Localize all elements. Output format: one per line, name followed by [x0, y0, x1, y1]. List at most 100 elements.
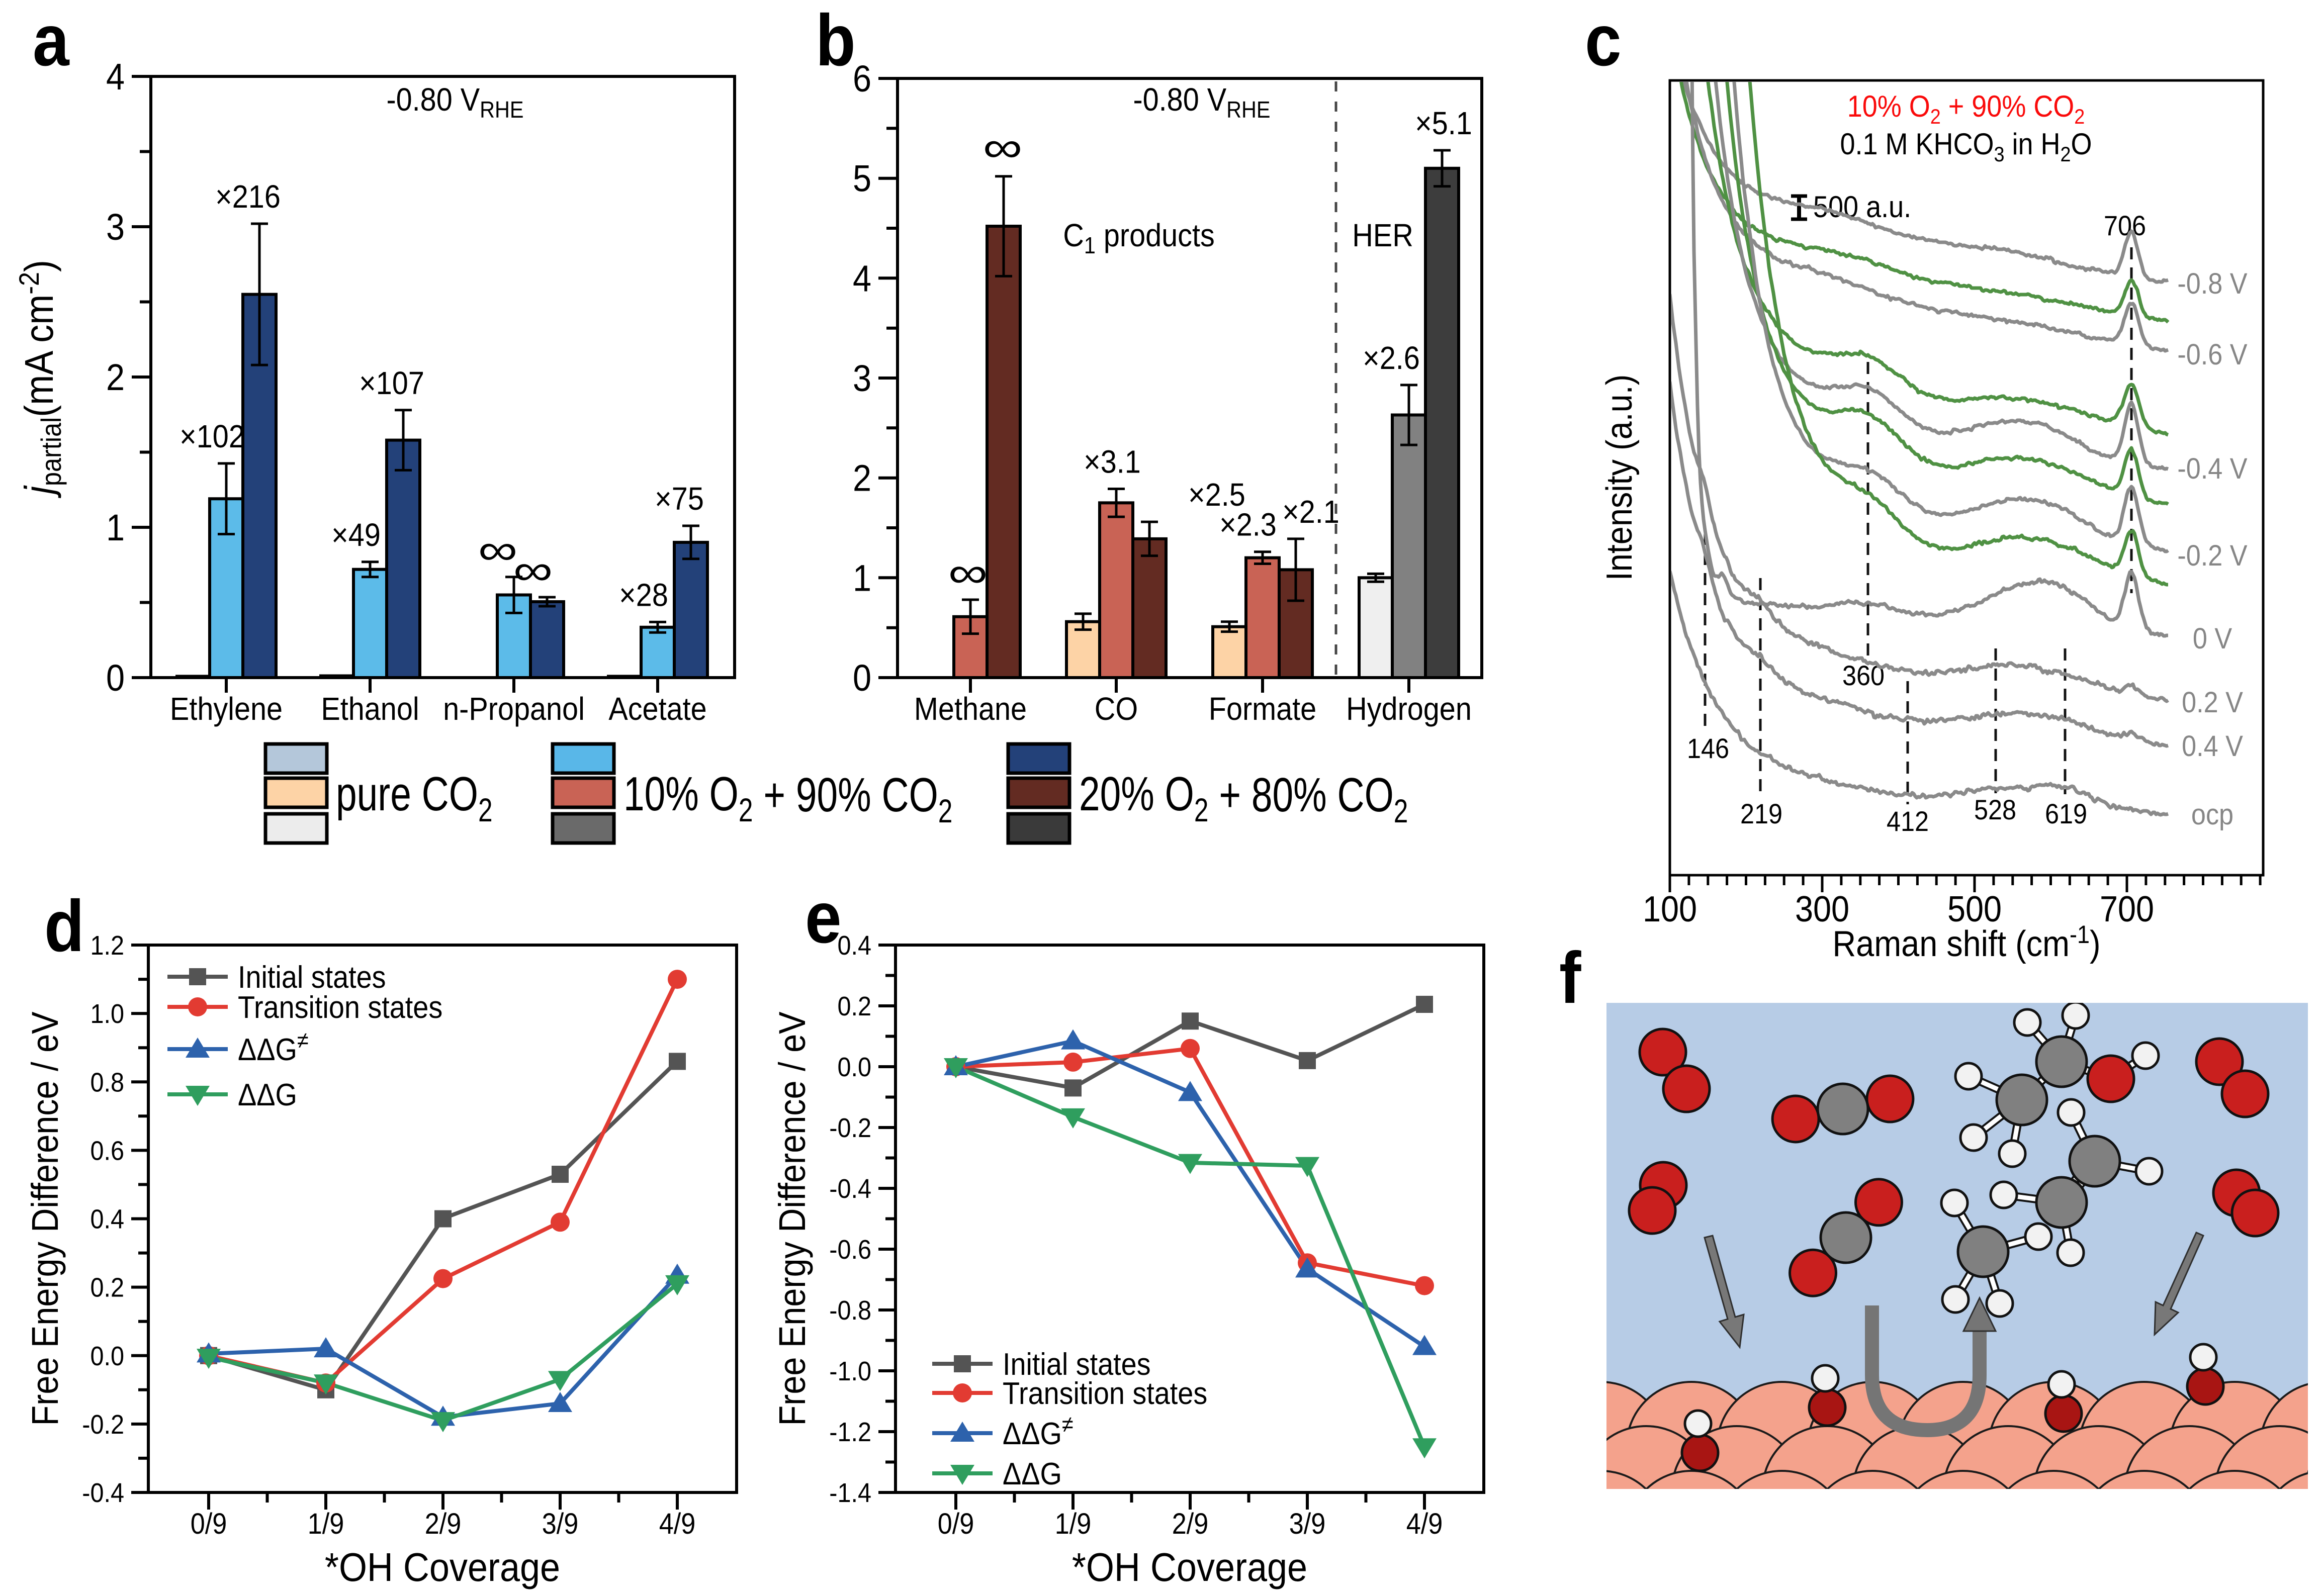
svg-text:0.4: 0.4: [90, 1203, 124, 1234]
svg-text:3: 3: [853, 357, 871, 399]
svg-text:Acetate: Acetate: [608, 691, 706, 726]
svg-text:0: 0: [853, 657, 871, 699]
svg-text:jpartial(mA cm-2): jpartial(mA cm-2): [14, 260, 67, 499]
svg-text:×2.1: ×2.1: [1282, 494, 1339, 529]
svg-text:-0.4: -0.4: [829, 1173, 871, 1204]
svg-text:HER: HER: [1352, 217, 1413, 253]
svg-text:300: 300: [1795, 889, 1849, 929]
svg-text:0.0: 0.0: [90, 1340, 124, 1371]
svg-text:a: a: [33, 0, 70, 81]
svg-text:1: 1: [853, 557, 871, 599]
svg-text:f: f: [1559, 938, 1581, 1019]
svg-text:×28: ×28: [619, 577, 668, 613]
svg-text:×3.1: ×3.1: [1084, 444, 1141, 480]
svg-text:706: 706: [2104, 211, 2146, 242]
svg-text:Methane: Methane: [914, 691, 1027, 726]
svg-text:-1.4: -1.4: [829, 1477, 871, 1508]
svg-text:ΔΔG≠: ΔΔG≠: [238, 1027, 309, 1067]
svg-text:10% O2 + 90% CO2: 10% O2 + 90% CO2: [623, 767, 952, 829]
svg-text:CO: CO: [1095, 691, 1138, 726]
svg-text:146: 146: [1687, 733, 1729, 765]
svg-text:∞: ∞: [513, 546, 553, 594]
svg-text:e: e: [805, 877, 842, 959]
svg-text:3/9: 3/9: [1289, 1507, 1326, 1540]
svg-text:ΔΔG: ΔΔG: [238, 1078, 297, 1112]
svg-text:700: 700: [2100, 889, 2154, 929]
svg-text:-0.2: -0.2: [829, 1112, 871, 1143]
svg-text:0.2: 0.2: [90, 1272, 124, 1302]
svg-text:0.2 V: 0.2 V: [2182, 686, 2243, 718]
svg-text:-0.8 V: -0.8 V: [2177, 267, 2247, 300]
svg-text:0.4 V: 0.4 V: [2182, 729, 2243, 762]
svg-text:4/9: 4/9: [659, 1507, 696, 1540]
svg-text:500 a.u.: 500 a.u.: [1813, 190, 1911, 224]
svg-text:-1.0: -1.0: [829, 1356, 871, 1386]
svg-text:Initial states: Initial states: [1003, 1347, 1151, 1381]
svg-text:0.2: 0.2: [837, 991, 871, 1021]
svg-text:0 V: 0 V: [2193, 622, 2232, 654]
svg-text:-1.2: -1.2: [829, 1417, 871, 1447]
svg-text:×75: ×75: [655, 481, 704, 516]
svg-text:1.0: 1.0: [90, 998, 124, 1029]
svg-text:-0.2: -0.2: [82, 1409, 124, 1439]
svg-text:Transition states: Transition states: [238, 990, 442, 1024]
svg-text:ΔΔG≠: ΔΔG≠: [1003, 1412, 1074, 1451]
svg-text:6: 6: [853, 58, 871, 100]
svg-text:×2.5: ×2.5: [1188, 477, 1245, 512]
svg-text:4/9: 4/9: [1406, 1507, 1443, 1540]
svg-text:5: 5: [853, 157, 871, 199]
svg-text:×2.6: ×2.6: [1363, 340, 1420, 376]
svg-text:100: 100: [1643, 889, 1697, 929]
svg-text:b: b: [816, 0, 856, 81]
svg-text:c: c: [1585, 0, 1622, 81]
svg-text:Initial states: Initial states: [238, 960, 386, 994]
svg-text:-0.2 V: -0.2 V: [2177, 539, 2247, 572]
svg-text:*OH Coverage: *OH Coverage: [325, 1545, 560, 1590]
svg-text:528: 528: [1974, 795, 2016, 826]
svg-text:d: d: [44, 886, 84, 967]
svg-text:Transition states: Transition states: [1003, 1376, 1207, 1411]
svg-text:619: 619: [2045, 799, 2087, 830]
svg-text:412: 412: [1887, 806, 1929, 837]
svg-text:0.6: 0.6: [90, 1135, 124, 1166]
svg-text:-0.6: -0.6: [829, 1234, 871, 1265]
svg-text:*OH Coverage: *OH Coverage: [1072, 1545, 1307, 1590]
svg-text:×107: ×107: [359, 365, 424, 401]
svg-text:ΔΔG: ΔΔG: [1003, 1457, 1062, 1491]
svg-text:0: 0: [106, 657, 125, 699]
svg-text:∞: ∞: [478, 526, 518, 574]
svg-text:500: 500: [1947, 889, 2002, 929]
svg-text:Free Energy Difference / eV: Free Energy Difference / eV: [24, 1011, 66, 1426]
svg-text:Intensity (a.u.): Intensity (a.u.): [1599, 374, 1640, 581]
svg-text:0.4: 0.4: [837, 930, 871, 961]
svg-text:1.2: 1.2: [90, 930, 124, 961]
svg-text:∞: ∞: [983, 123, 1023, 171]
svg-text:1/9: 1/9: [308, 1507, 344, 1540]
svg-text:0/9: 0/9: [191, 1507, 227, 1540]
svg-text:Free Energy Difference / eV: Free Energy Difference / eV: [771, 1011, 813, 1426]
svg-text:4: 4: [853, 257, 871, 299]
svg-text:219: 219: [1740, 799, 1782, 830]
svg-text:0.8: 0.8: [90, 1067, 124, 1097]
svg-text:Ethylene: Ethylene: [170, 691, 283, 726]
svg-text:2/9: 2/9: [425, 1507, 462, 1540]
svg-text:Raman shift (cm-1): Raman shift (cm-1): [1832, 921, 2100, 964]
svg-text:2: 2: [853, 457, 871, 499]
svg-text:×5.1: ×5.1: [1415, 105, 1472, 141]
svg-text:Formate: Formate: [1209, 691, 1316, 726]
svg-text:-0.4 V: -0.4 V: [2177, 452, 2247, 485]
svg-text:1/9: 1/9: [1055, 1507, 1092, 1540]
svg-text:×216: ×216: [215, 178, 281, 214]
svg-text:1: 1: [106, 507, 125, 548]
svg-text:pure CO2: pure CO2: [336, 767, 493, 828]
svg-text:4: 4: [106, 56, 125, 98]
svg-text:0.0: 0.0: [837, 1052, 871, 1082]
svg-text:0/9: 0/9: [938, 1507, 974, 1540]
svg-text:∞: ∞: [948, 548, 988, 596]
svg-text:×2.3: ×2.3: [1219, 507, 1277, 542]
svg-text:-0.6 V: -0.6 V: [2177, 338, 2247, 370]
svg-text:×49: ×49: [331, 517, 381, 552]
svg-text:Hydrogen: Hydrogen: [1346, 691, 1472, 726]
svg-text:0.1 M KHCO3 in H2O: 0.1 M KHCO3 in H2O: [1840, 127, 2092, 166]
svg-text:Ethanol: Ethanol: [321, 691, 419, 726]
